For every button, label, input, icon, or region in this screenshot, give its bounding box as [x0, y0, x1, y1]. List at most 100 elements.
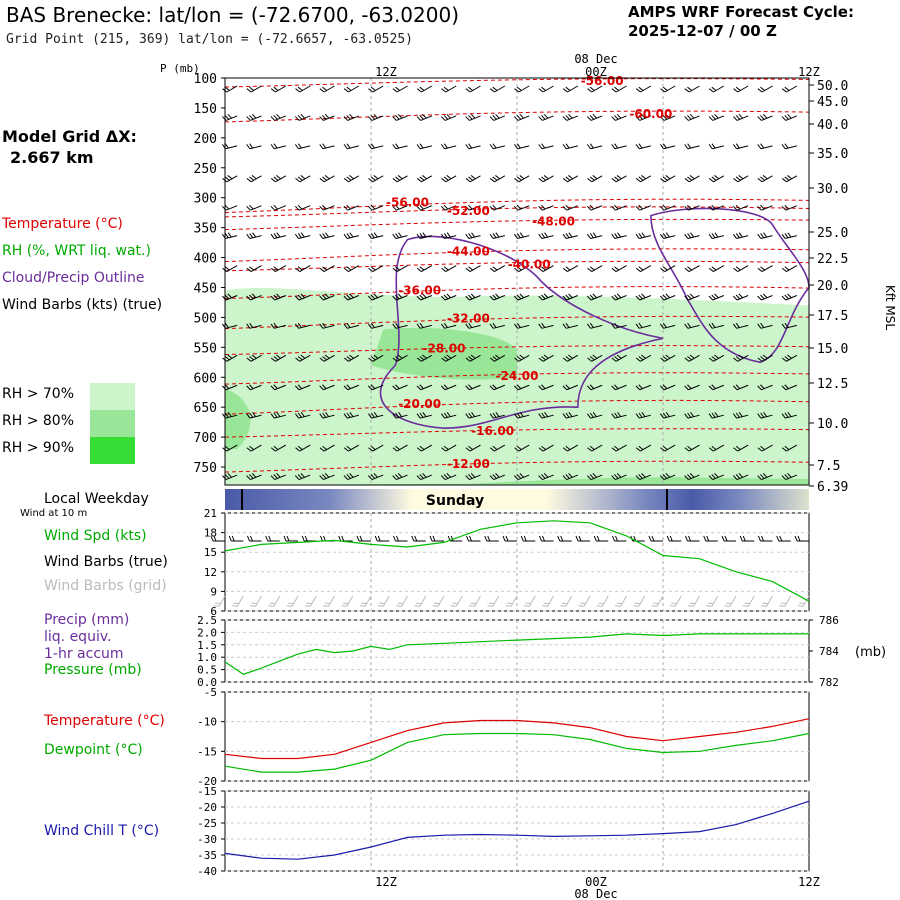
- wind-barb: [270, 265, 287, 272]
- wind-barb: [757, 411, 773, 419]
- wind-barb-true: [666, 535, 682, 542]
- wind-barb: [513, 204, 530, 211]
- temperature-line: [224, 718, 810, 760]
- wind-barb: [684, 473, 700, 481]
- legend-precip: Precip (mm) liq. equiv. 1-hr accum: [44, 612, 129, 663]
- pressure-tick-label: 650: [194, 401, 217, 416]
- legend-rh80-swatch: [90, 410, 135, 437]
- wind-barb: [465, 232, 481, 240]
- wind-barb: [392, 293, 408, 301]
- pressure-tick-label: 350: [194, 222, 217, 237]
- legend-rh80-label: RH > 80%: [2, 413, 75, 429]
- wind-barb-grid: [669, 595, 682, 607]
- wind-barb: [659, 293, 676, 301]
- rh80-region: [371, 327, 517, 380]
- cross-section-panel: -56.00 -60.00 -56.00 -52.00 -48.00 -44.00 -40.…: [194, 72, 849, 495]
- wind-barb: [246, 265, 262, 272]
- cloud-outline-path: [650, 207, 810, 364]
- wind-barb: [465, 411, 481, 419]
- wind-barb: [416, 265, 433, 272]
- wind-barb: [538, 473, 554, 481]
- wind-barb: [441, 85, 457, 93]
- wind-barb: [781, 85, 798, 93]
- wind-barb: [392, 175, 408, 183]
- wind-barb: [392, 232, 408, 240]
- wind-barb: [611, 473, 627, 481]
- wind-barb: [538, 354, 554, 362]
- wind-barb-grid: [341, 595, 354, 607]
- wind-barb: [440, 204, 457, 211]
- wind-barb: [514, 175, 530, 183]
- wind-barb: [440, 322, 457, 329]
- wind-barb: [562, 293, 579, 301]
- wind-barb: [513, 473, 530, 481]
- wind-barb: [659, 204, 676, 211]
- wind-barb: [708, 293, 725, 301]
- wind-barb: [343, 384, 360, 391]
- wind-barb: [343, 354, 360, 362]
- wind-barb: [246, 204, 262, 211]
- wind-barb: [611, 322, 627, 329]
- bottom-day-label: 08 Dec: [574, 887, 617, 900]
- wind-barb: [489, 384, 506, 391]
- wind-barb: [270, 473, 287, 481]
- wind-barb: [733, 354, 749, 362]
- kft-axis-title: Kft MSL: [883, 285, 897, 330]
- wind-barb: [611, 265, 627, 272]
- wind-barb: [416, 175, 433, 183]
- wind-barb: [732, 322, 749, 329]
- wind-barb: [708, 411, 724, 419]
- wind-barb: [611, 113, 627, 121]
- wind-barb: [708, 85, 725, 93]
- wind-barb: [587, 265, 603, 272]
- wind-barb: [635, 444, 652, 452]
- wind-barb: [660, 265, 676, 272]
- legend-precip-line3: 1-hr accum: [44, 646, 124, 662]
- wind-barb: [635, 143, 651, 150]
- kft-tick-label: 35.0: [817, 147, 848, 162]
- wind-barb: [440, 293, 457, 301]
- wind-barb: [368, 265, 384, 272]
- wind-chill-line: [224, 800, 810, 860]
- wind-barb: [684, 384, 700, 391]
- wind-barb: [684, 411, 700, 419]
- wind-barbs-true: [210, 535, 809, 542]
- legend-rh: RH (%, WRT liq. wat.): [2, 243, 151, 259]
- wind-barb: [562, 175, 579, 183]
- wind-barb: [392, 444, 408, 452]
- wind-barb: [246, 444, 262, 452]
- axis-tick-label: -20: [197, 775, 217, 788]
- forecast-cycle: AMPS WRF Forecast Cycle: 2025-12-07 / 00…: [628, 3, 854, 41]
- wind-barb: [538, 143, 554, 150]
- wind-barb: [270, 354, 287, 362]
- wind-barb: [270, 143, 286, 150]
- wind-barb: [343, 411, 359, 419]
- wind-barb-true: [247, 535, 262, 542]
- kft-tick-label: 15.0: [817, 342, 848, 357]
- wind-barb: [757, 85, 773, 93]
- wind-barb: [757, 204, 773, 211]
- wind-barb: [221, 113, 238, 121]
- wind-barb: [708, 322, 724, 329]
- wind-barb: [538, 85, 554, 93]
- wind-barb-true: [356, 535, 371, 542]
- wind-barb: [708, 204, 725, 211]
- dewpoint-line: [224, 732, 810, 773]
- axis-tick-label: 1.0: [197, 651, 217, 664]
- wind-barb-grid: [250, 595, 262, 607]
- wind-barb: [392, 143, 408, 150]
- local-weekday-label: Local Weekday: [44, 491, 149, 507]
- wind-barb: [416, 293, 433, 301]
- wind-barb-true: [429, 535, 444, 542]
- pressure-tick-label: 750: [194, 461, 217, 476]
- legend-cloud: Cloud/Precip Outline: [2, 270, 145, 286]
- bottom-time-12z-a: 12Z: [375, 875, 397, 889]
- weekday-label: Sunday: [426, 493, 484, 509]
- wind-barb: [562, 444, 579, 452]
- wind-barb: [367, 113, 384, 121]
- model-grid-value: 2.667 km: [10, 148, 94, 167]
- wind-barb: [684, 354, 700, 362]
- pressure-tick-label: 700: [194, 431, 217, 446]
- wind-barb: [343, 204, 360, 211]
- wind-barb: [781, 175, 798, 183]
